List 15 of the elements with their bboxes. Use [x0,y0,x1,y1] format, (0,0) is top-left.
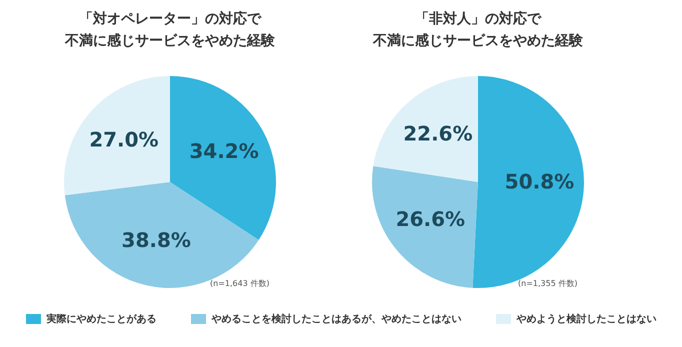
chart-subtitle: 不満に感じサービスをやめた経験 [372,32,584,51]
data-label: 34.2% [189,138,259,163]
data-label: 50.8% [504,170,574,194]
chart-title: 「対オペレーター」の対応で [78,10,262,29]
legend-label: やめようと検討したことはない [516,312,656,326]
data-label: 22.6% [403,122,473,146]
legend-label: やめることを検討したことはあるが、やめたことはない [212,312,462,326]
text: (n=1,355 件数) [518,278,578,289]
text: (n=1,643 件数) [210,278,270,289]
chart-subtitle: 不満に感じサービスをやめた経験 [64,32,276,51]
data-label: 38.8% [122,228,191,252]
chart-title: 「非対人」の対応で [414,10,542,29]
data-label: 27.0% [89,128,159,152]
data-label: 26.6% [396,207,466,232]
legend-label: 実際にやめたことがある [46,312,156,326]
